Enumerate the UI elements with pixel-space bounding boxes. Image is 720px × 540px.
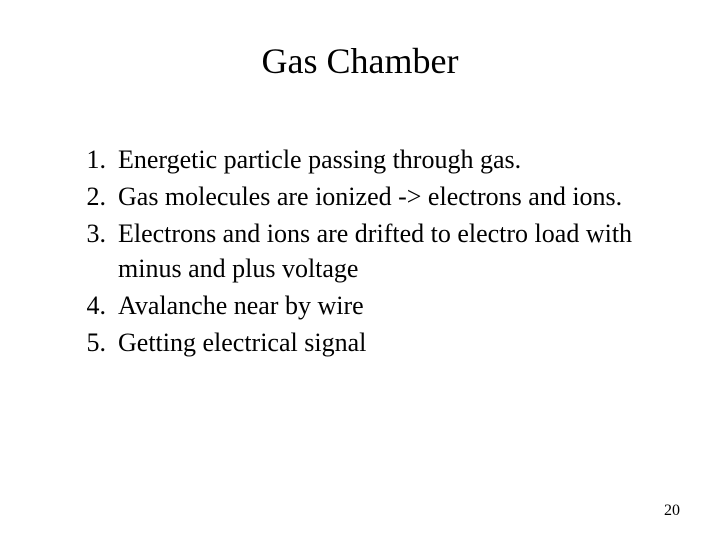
list-text: Gas molecules are ionized -> electrons a… (118, 179, 680, 214)
list-item: 2. Gas molecules are ionized -> electron… (80, 179, 680, 214)
list-text: Electrons and ions are drifted to electr… (118, 216, 680, 286)
list-number: 3. (80, 216, 118, 286)
slide-container: Gas Chamber 1. Energetic particle passin… (0, 0, 720, 540)
list-number: 1. (80, 142, 118, 177)
numbered-list: 1. Energetic particle passing through ga… (40, 142, 680, 361)
list-item: 3. Electrons and ions are drifted to ele… (80, 216, 680, 286)
list-number: 2. (80, 179, 118, 214)
page-number: 20 (664, 502, 680, 520)
list-text: Energetic particle passing through gas. (118, 142, 680, 177)
list-number: 4. (80, 288, 118, 323)
list-text: Avalanche near by wire (118, 288, 680, 323)
list-number: 5. (80, 325, 118, 360)
list-item: 5. Getting electrical signal (80, 325, 680, 360)
slide-title: Gas Chamber (40, 40, 680, 82)
list-item: 4. Avalanche near by wire (80, 288, 680, 323)
list-text: Getting electrical signal (118, 325, 680, 360)
list-item: 1. Energetic particle passing through ga… (80, 142, 680, 177)
